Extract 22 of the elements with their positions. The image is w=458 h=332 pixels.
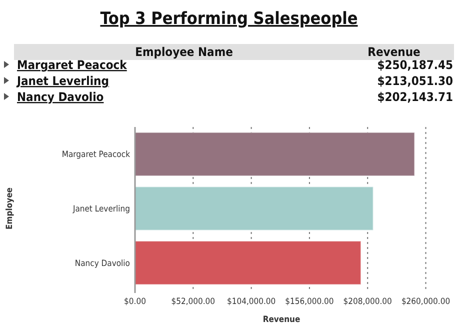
bar xyxy=(134,132,416,176)
x-axis-title: Revenue xyxy=(262,315,300,325)
bar xyxy=(134,240,362,286)
y-tick-label: Nancy Davolio xyxy=(74,258,130,269)
category-label: Janet Leverling xyxy=(16,74,109,88)
text: Revenue xyxy=(368,45,420,59)
text: Top 3 Performing Salespeople xyxy=(100,9,358,29)
x-tick-label: $104,000.00 xyxy=(226,297,276,307)
bar xyxy=(134,186,374,231)
x-tick-label: $52,000.00 xyxy=(171,297,216,307)
data-label: $202,143.71 xyxy=(377,90,453,104)
data-label: $213,051.30 xyxy=(377,74,453,88)
x-tick-label: $208,000.00 xyxy=(343,297,392,307)
y-tick-label: Janet Leverling xyxy=(72,204,130,214)
text: Employee Name xyxy=(135,45,233,59)
x-tick-label: $260,000.00 xyxy=(401,297,450,307)
x-tick-label: $156,000.00 xyxy=(285,297,334,307)
category-label: Nancy Davolio xyxy=(17,90,104,104)
data-label: $250,187.45 xyxy=(377,58,453,72)
x-tick-label: $0.00 xyxy=(124,297,146,307)
y-axis-title: Employee xyxy=(5,188,15,230)
y-tick-label: Margaret Peacock xyxy=(62,150,131,160)
